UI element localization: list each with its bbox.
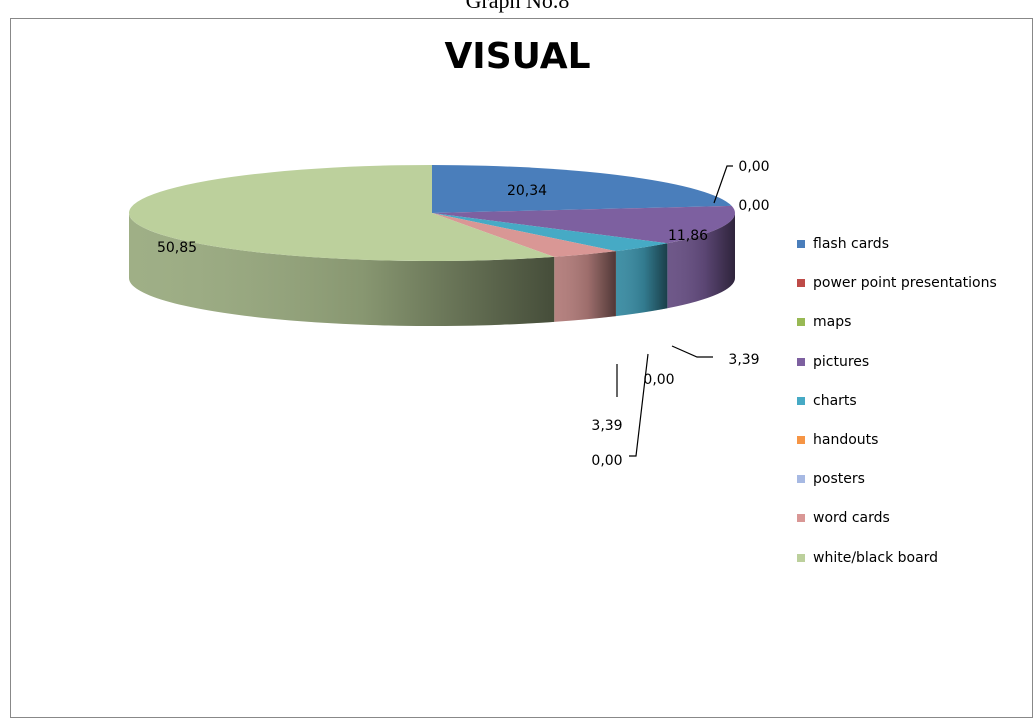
legend-swatch xyxy=(797,357,805,366)
legend-swatch xyxy=(797,318,805,327)
pie-side-white-black-board-shade xyxy=(129,213,555,326)
legend-label: maps xyxy=(813,314,852,331)
pie-slice-charts xyxy=(432,213,668,252)
pie-side-charts-shade xyxy=(615,243,668,317)
legend-label: flash cards xyxy=(813,236,889,252)
pie-side-word-cards-shade xyxy=(554,251,616,322)
pie-side-pictures-shade xyxy=(667,213,735,309)
data-label-handouts: 0,00 xyxy=(643,372,674,388)
page-header-text: Graph No.8 xyxy=(465,0,570,13)
leader-line xyxy=(671,345,713,358)
data-label-charts: 3,39 xyxy=(728,352,759,368)
legend-label: handouts xyxy=(813,432,879,448)
chart-title: VISUAL xyxy=(444,36,591,77)
pie-slice-flash-cards xyxy=(432,165,732,213)
page-header: Graph No.8 xyxy=(0,0,1035,18)
legend-swatch xyxy=(797,553,805,562)
data-label-power-point-presentations: 0,00 xyxy=(738,159,769,175)
legend-swatch xyxy=(797,475,805,484)
data-label-posters: 0,00 xyxy=(591,453,622,469)
legend-label: charts xyxy=(813,392,857,409)
legend-swatch xyxy=(797,436,805,444)
pie-slice-pictures xyxy=(432,205,736,244)
legend-swatch xyxy=(797,396,805,405)
legend-label: power point presentations xyxy=(813,275,997,292)
data-label-white-black-board: 50,85 xyxy=(157,240,197,256)
legend-label: pictures xyxy=(813,353,870,370)
data-label-maps: 0,00 xyxy=(738,198,769,214)
pie-slice-white-black-board xyxy=(129,165,555,261)
legend-swatch xyxy=(797,514,805,523)
leader-line xyxy=(713,165,733,204)
legend-label: posters xyxy=(813,471,865,488)
pie-slice-word-cards xyxy=(432,213,616,257)
leader-line xyxy=(629,353,649,457)
data-label-word-cards: 3,39 xyxy=(591,418,622,434)
legend-label: word cards xyxy=(813,510,890,527)
data-label-flash-cards: 20,34 xyxy=(507,183,547,199)
chart-area xyxy=(10,18,1033,718)
data-label-pictures: 11,86 xyxy=(668,228,708,244)
legend-swatch xyxy=(797,279,805,288)
legend-swatch xyxy=(797,240,805,248)
legend-label: white/black board xyxy=(813,549,939,566)
